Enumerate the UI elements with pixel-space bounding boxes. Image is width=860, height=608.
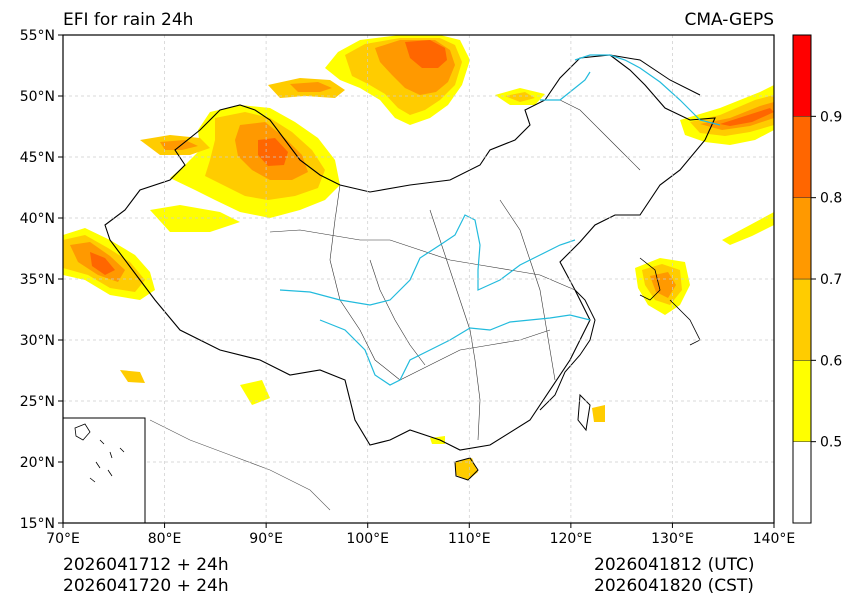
colorbar-segment <box>792 197 812 280</box>
lat-tick-label: 55°N <box>20 28 55 44</box>
lon-tick-label: 90°E <box>249 531 283 547</box>
colorbar-segment <box>792 34 812 117</box>
lat-tick-label: 30°N <box>20 333 55 349</box>
longitude-axis: 70°E 80°E 90°E 100°E 110°E 120°E 130°E 140°E <box>46 523 795 547</box>
lon-tick-label: 120°E <box>550 531 593 547</box>
inset-map <box>62 417 146 524</box>
colorbar: 0.5 0.6 0.7 0.8 0.9 <box>792 34 842 524</box>
valid-time-block: 2026041812 (UTC) 2026041820 (CST) <box>594 555 755 597</box>
colorbar-tick-label: 0.5 <box>820 435 842 451</box>
colorbar-segment <box>792 278 812 361</box>
lon-tick-label: 110°E <box>448 531 491 547</box>
rivers <box>279 54 721 386</box>
lon-tick-label: 130°E <box>651 531 694 547</box>
colorbar-segment <box>792 360 812 442</box>
lat-tick-label: 25°N <box>20 394 55 410</box>
map-boundaries <box>104 54 716 511</box>
efi-shading <box>63 35 774 480</box>
lat-tick-label: 35°N <box>20 272 55 288</box>
colorbar-tick-label: 0.8 <box>820 191 842 207</box>
valid-time-cst: 2026041820 (CST) <box>594 576 754 596</box>
lon-tick-label: 70°E <box>46 531 80 547</box>
init-time-block: 2026041712 + 24h 2026041720 + 24h <box>63 555 229 597</box>
model-name: CMA-GEPS <box>684 10 774 30</box>
valid-time-utc: 2026041812 (UTC) <box>594 555 755 575</box>
lon-tick-label: 140°E <box>753 531 796 547</box>
lat-tick-label: 40°N <box>20 211 55 227</box>
lat-tick-label: 15°N <box>20 516 55 532</box>
colorbar-tick-label: 0.7 <box>820 272 842 288</box>
map-title: EFI for rain 24h <box>63 10 194 30</box>
init-time-cst: 2026041720 + 24h <box>63 576 229 596</box>
lat-tick-label: 50°N <box>20 89 55 105</box>
lat-tick-label: 45°N <box>20 150 55 166</box>
lon-tick-label: 80°E <box>148 531 182 547</box>
init-time-utc: 2026041712 + 24h <box>63 555 229 575</box>
grid-lines <box>63 35 774 523</box>
colorbar-segment <box>792 116 812 198</box>
colorbar-segment <box>792 441 812 524</box>
latitude-axis: 15°N 20°N 25°N 30°N 35°N 40°N 45°N 50°N 55°N <box>20 28 63 532</box>
lat-tick-label: 20°N <box>20 455 55 471</box>
colorbar-tick-label: 0.9 <box>820 109 842 125</box>
colorbar-tick-label: 0.6 <box>820 353 842 369</box>
lon-tick-label: 100°E <box>346 531 389 547</box>
